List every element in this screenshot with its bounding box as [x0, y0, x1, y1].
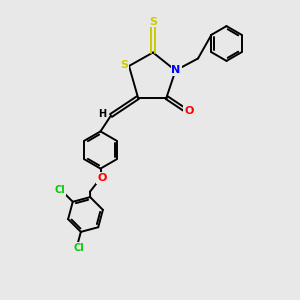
Text: O: O	[184, 106, 194, 116]
Text: Cl: Cl	[54, 185, 65, 195]
Text: Cl: Cl	[74, 243, 84, 253]
Text: S: S	[149, 16, 157, 27]
Text: N: N	[172, 65, 181, 75]
Text: O: O	[97, 173, 107, 183]
Text: H: H	[98, 109, 106, 119]
Text: S: S	[121, 59, 128, 70]
